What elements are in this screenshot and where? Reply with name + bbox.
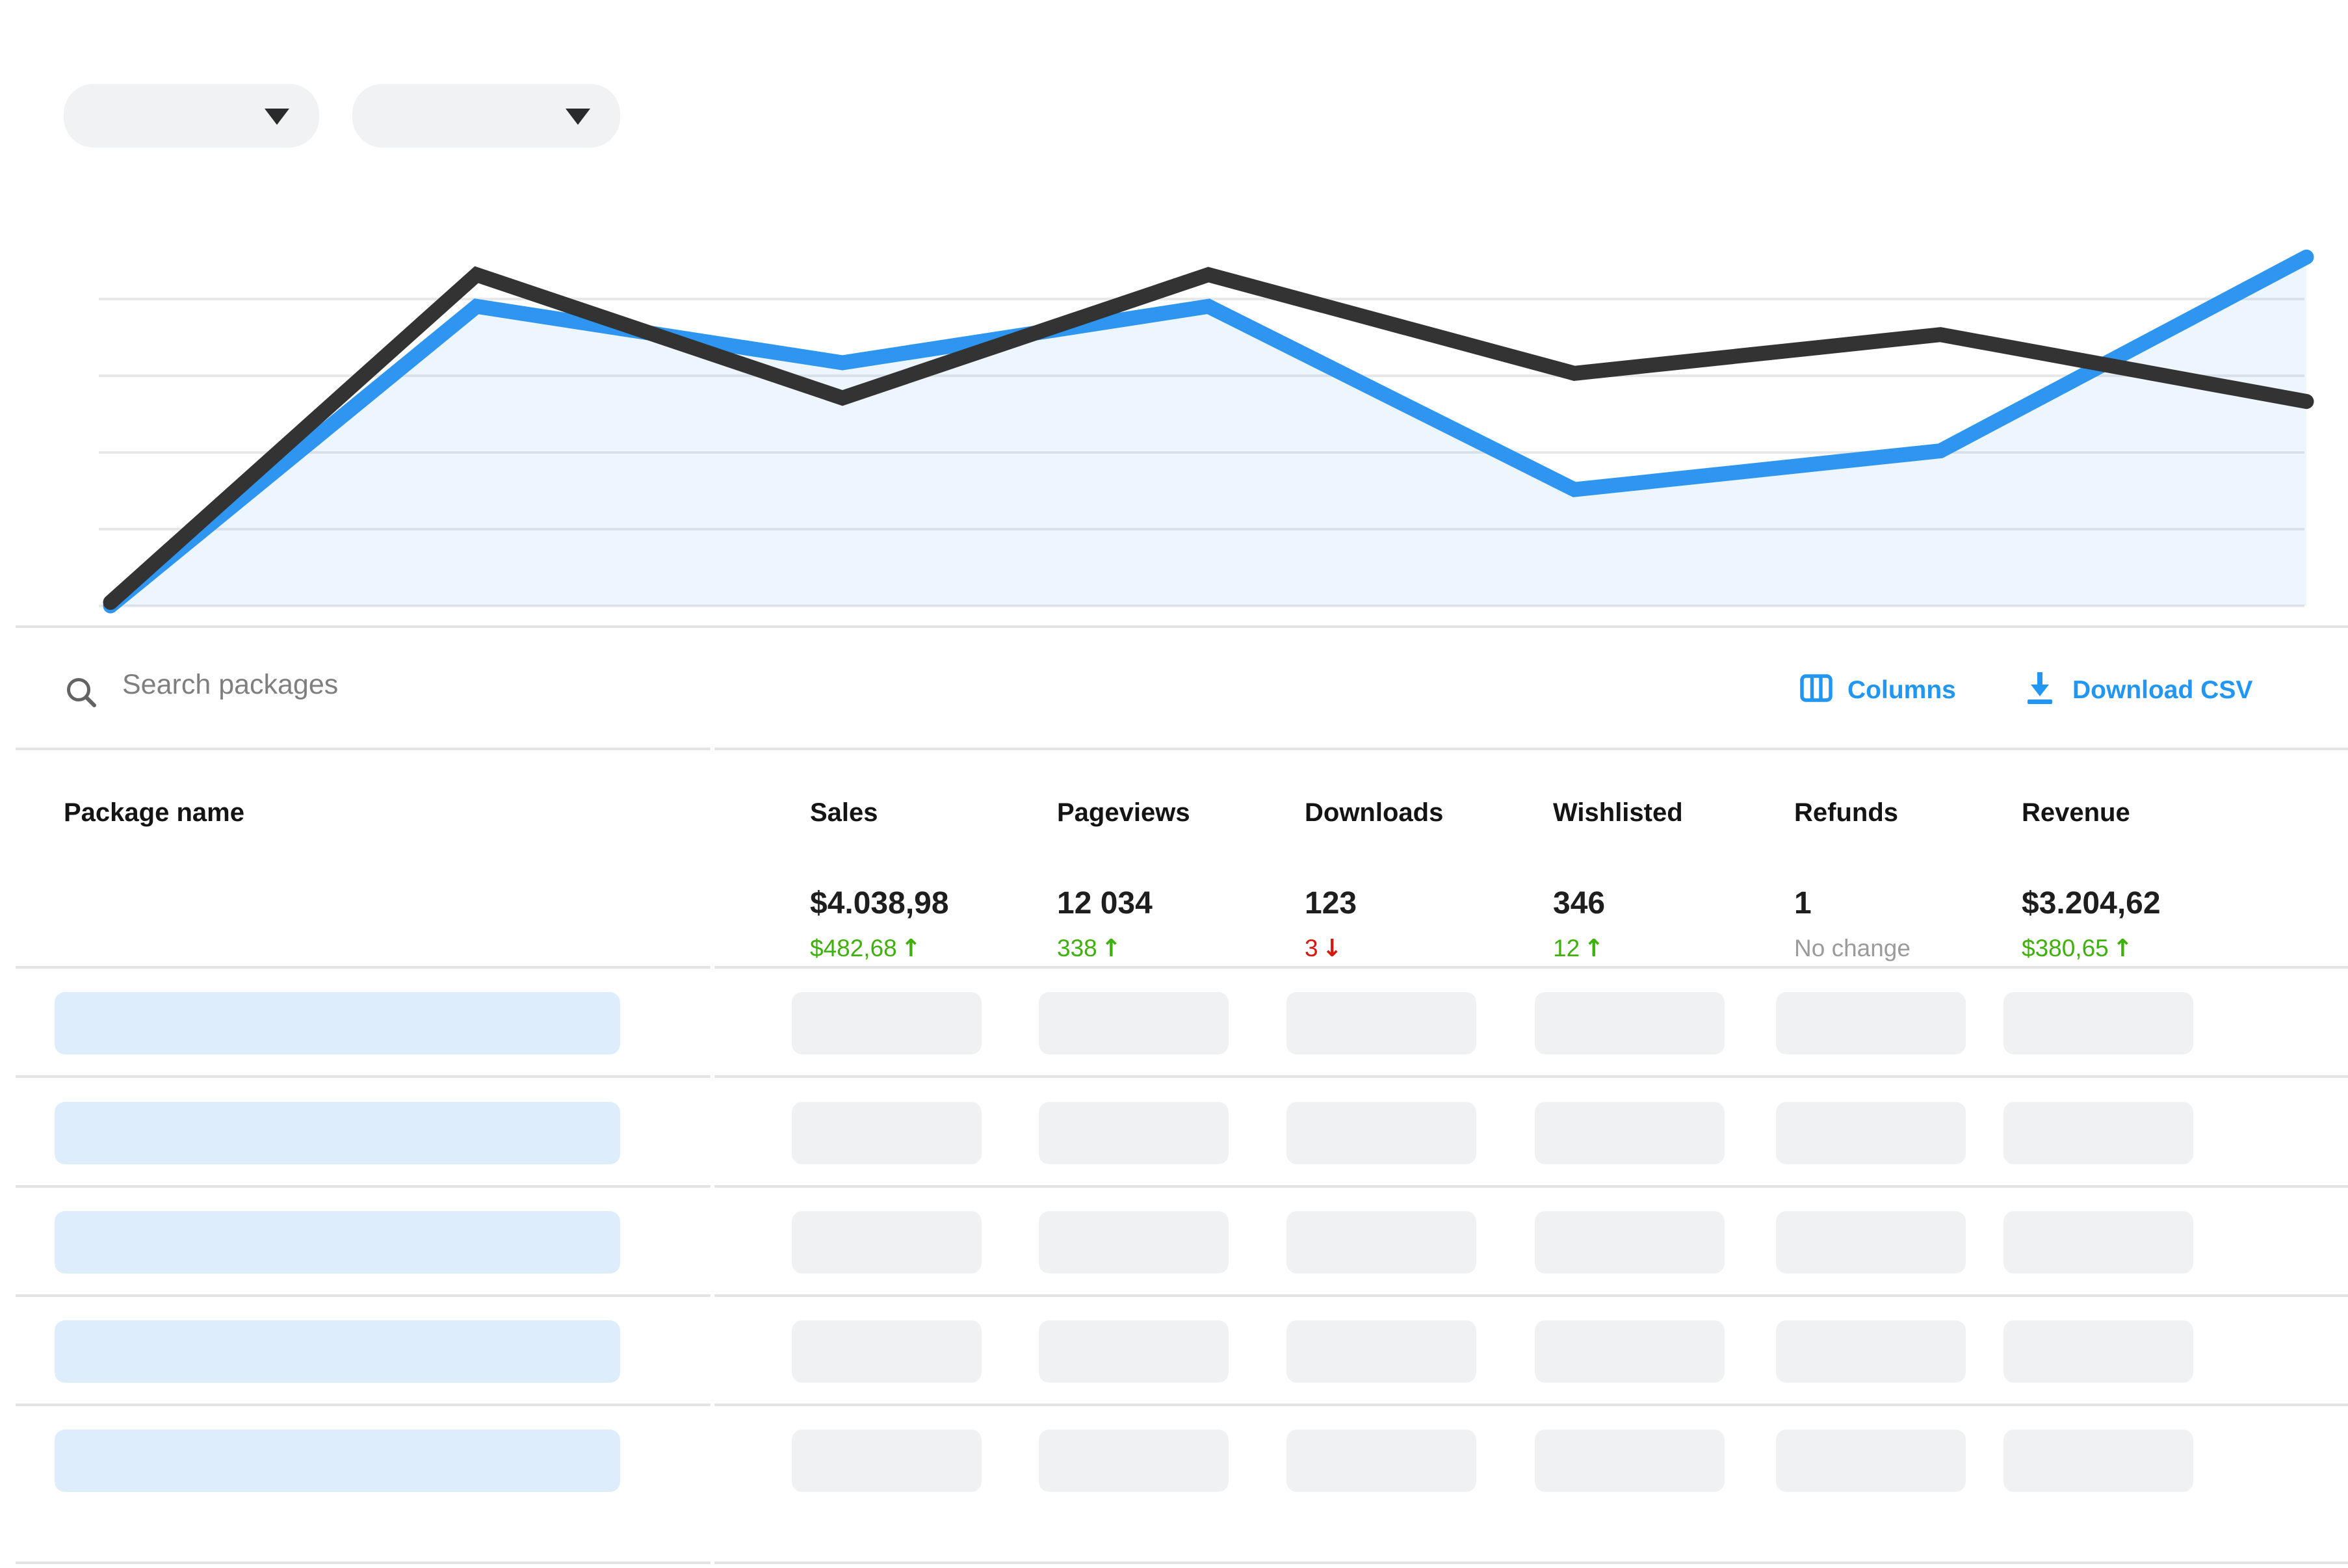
skeleton-cell <box>1286 992 1476 1054</box>
skeleton-cell <box>792 1320 982 1383</box>
skeleton-cell <box>1535 1102 1725 1164</box>
skeleton-cell <box>2003 1102 2193 1164</box>
chevron-down-icon <box>566 109 590 125</box>
revenue-delta: $380,65 <box>2022 935 2109 961</box>
skeleton-cell <box>1039 1430 1229 1492</box>
divider <box>0 1075 2348 1078</box>
download-csv-button[interactable]: Download CSV <box>2023 628 2296 749</box>
up-arrow-icon: ↑ <box>900 934 921 962</box>
column-header-sales[interactable]: Sales <box>810 798 878 827</box>
filter-dropdown-1[interactable] <box>64 84 319 148</box>
skeleton-package-name <box>55 1320 620 1383</box>
divider <box>0 1185 2348 1188</box>
skeleton-cell <box>792 1430 982 1492</box>
skeleton-cell <box>1039 1102 1229 1164</box>
columns-button-label: Columns <box>1847 676 1956 704</box>
skeleton-cell <box>1286 1430 1476 1492</box>
skeleton-cell <box>1039 992 1229 1054</box>
pageviews-delta: 338 <box>1057 935 1097 961</box>
column-header-wishlisted[interactable]: Wishlisted <box>1553 798 1683 827</box>
divider <box>0 966 2348 969</box>
refunds-value: 1 <box>1794 886 1812 921</box>
divider <box>0 748 2348 750</box>
search-input[interactable] <box>121 668 1294 701</box>
downloads-value: 123 <box>1305 886 1357 921</box>
downloads-delta: 3 <box>1305 935 1318 961</box>
skeleton-cell <box>1535 992 1725 1054</box>
skeleton-cell <box>1535 1430 1725 1492</box>
skeleton-cell <box>1535 1211 1725 1274</box>
analytics-line-chart <box>99 249 2314 614</box>
download-icon <box>2028 672 2052 704</box>
divider <box>0 1404 2348 1406</box>
divider <box>0 1294 2348 1297</box>
skeleton-cell <box>1776 992 1966 1054</box>
table-toolbar: Columns Download CSV <box>0 628 2348 749</box>
skeleton-package-name <box>55 1211 620 1274</box>
skeleton-cell <box>1776 1102 1966 1164</box>
skeleton-cell <box>1286 1211 1476 1274</box>
skeleton-cell <box>792 1211 982 1274</box>
skeleton-package-name <box>55 992 620 1054</box>
skeleton-cell <box>1776 1320 1966 1383</box>
skeleton-package-name <box>55 1430 620 1492</box>
blue-series-line <box>103 249 2314 614</box>
chevron-down-icon <box>265 109 289 125</box>
search-icon <box>67 678 96 707</box>
skeleton-cell <box>2003 1211 2193 1274</box>
skeleton-cell <box>2003 992 2193 1054</box>
up-arrow-icon: ↑ <box>2112 934 2133 962</box>
column-header-downloads[interactable]: Downloads <box>1305 798 1444 827</box>
skeleton-cell <box>1039 1320 1229 1383</box>
up-arrow-icon: ↑ <box>1584 934 1604 962</box>
skeleton-cell <box>792 992 982 1054</box>
skeleton-cell <box>1286 1102 1476 1164</box>
columns-button[interactable]: Columns <box>1799 628 1994 749</box>
up-arrow-icon: ↑ <box>1101 934 1121 962</box>
filter-dropdown-2[interactable] <box>352 84 620 148</box>
dark-series-line <box>103 266 2314 610</box>
skeleton-cell <box>792 1102 982 1164</box>
divider <box>0 1561 2348 1564</box>
revenue-value: $3.204,62 <box>2022 886 2161 921</box>
skeleton-cell <box>2003 1320 2193 1383</box>
skeleton-cell <box>1286 1320 1476 1383</box>
column-header-refunds[interactable]: Refunds <box>1794 798 1898 827</box>
skeleton-cell <box>1535 1320 1725 1383</box>
columns-icon <box>1800 674 1833 702</box>
down-arrow-icon: ↓ <box>1322 934 1342 962</box>
blue-series-area-fill <box>111 257 2306 606</box>
wishlisted-delta: 12 <box>1553 935 1580 961</box>
skeleton-cell <box>2003 1430 2193 1492</box>
skeleton-package-name <box>55 1102 620 1164</box>
column-header-package-name[interactable]: Package name <box>64 798 244 827</box>
skeleton-cell <box>1776 1430 1966 1492</box>
sales-delta: $482,68 <box>810 935 897 961</box>
skeleton-cell <box>1039 1211 1229 1274</box>
pageviews-value: 12 034 <box>1057 886 1153 921</box>
wishlisted-value: 346 <box>1553 886 1606 921</box>
refunds-delta: No change <box>1794 935 1911 961</box>
sales-value: $4.038,98 <box>810 886 949 921</box>
column-header-pageviews[interactable]: Pageviews <box>1057 798 1190 827</box>
divider <box>16 625 2348 628</box>
column-header-revenue[interactable]: Revenue <box>2022 798 2130 827</box>
skeleton-cell <box>1776 1211 1966 1274</box>
download-csv-button-label: Download CSV <box>2072 676 2253 704</box>
